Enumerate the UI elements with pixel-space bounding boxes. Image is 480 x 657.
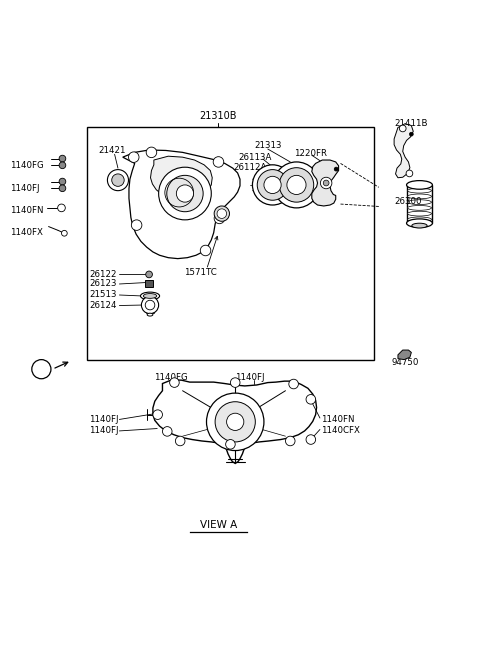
Circle shape bbox=[176, 185, 193, 202]
Circle shape bbox=[286, 436, 295, 445]
Ellipse shape bbox=[408, 206, 432, 210]
Circle shape bbox=[279, 168, 314, 202]
Circle shape bbox=[323, 180, 329, 186]
Circle shape bbox=[132, 220, 142, 231]
Ellipse shape bbox=[407, 181, 432, 189]
Circle shape bbox=[145, 300, 155, 310]
Text: 1140CFX: 1140CFX bbox=[322, 426, 360, 436]
Text: 21513: 21513 bbox=[89, 290, 117, 300]
Text: 26124: 26124 bbox=[89, 301, 117, 310]
Polygon shape bbox=[153, 380, 317, 463]
Circle shape bbox=[58, 204, 65, 212]
Circle shape bbox=[142, 296, 158, 313]
Circle shape bbox=[227, 413, 244, 430]
Circle shape bbox=[321, 177, 332, 189]
Polygon shape bbox=[398, 350, 411, 359]
Ellipse shape bbox=[147, 313, 153, 316]
Ellipse shape bbox=[408, 189, 432, 193]
Circle shape bbox=[146, 147, 157, 158]
Ellipse shape bbox=[141, 292, 159, 300]
Circle shape bbox=[108, 170, 129, 191]
Ellipse shape bbox=[408, 212, 432, 216]
Circle shape bbox=[162, 426, 172, 436]
Text: 26113A: 26113A bbox=[239, 152, 272, 162]
Text: 26123: 26123 bbox=[89, 279, 117, 288]
Text: 1140FJ: 1140FJ bbox=[89, 415, 119, 424]
Ellipse shape bbox=[408, 194, 432, 199]
Circle shape bbox=[146, 271, 153, 278]
Circle shape bbox=[257, 170, 288, 200]
Ellipse shape bbox=[144, 294, 157, 298]
Ellipse shape bbox=[408, 217, 432, 222]
Circle shape bbox=[252, 165, 293, 205]
Bar bbox=[145, 280, 153, 287]
Text: VIEW A: VIEW A bbox=[200, 520, 237, 530]
Ellipse shape bbox=[408, 200, 432, 204]
Text: 1140FG: 1140FG bbox=[10, 161, 44, 170]
Circle shape bbox=[306, 435, 316, 444]
Polygon shape bbox=[394, 124, 413, 178]
Circle shape bbox=[217, 209, 227, 218]
Circle shape bbox=[213, 156, 224, 168]
Text: 94750: 94750 bbox=[391, 359, 419, 367]
Circle shape bbox=[175, 436, 185, 445]
Circle shape bbox=[289, 379, 299, 389]
Polygon shape bbox=[123, 150, 240, 259]
Ellipse shape bbox=[407, 219, 432, 227]
Circle shape bbox=[287, 175, 306, 194]
Text: 1140FX: 1140FX bbox=[10, 228, 43, 237]
Circle shape bbox=[214, 213, 225, 223]
Circle shape bbox=[61, 231, 67, 236]
Text: 26112A: 26112A bbox=[234, 163, 267, 171]
Circle shape bbox=[399, 125, 406, 132]
Circle shape bbox=[264, 176, 281, 194]
Circle shape bbox=[167, 175, 203, 212]
Text: 1140FN: 1140FN bbox=[322, 415, 355, 424]
Text: A: A bbox=[38, 364, 45, 374]
Circle shape bbox=[200, 245, 211, 256]
Bar bbox=[87, 127, 374, 359]
Text: 1140FJ: 1140FJ bbox=[89, 426, 119, 436]
Circle shape bbox=[215, 401, 255, 442]
Circle shape bbox=[59, 178, 66, 185]
Text: 21310B: 21310B bbox=[200, 110, 237, 120]
Text: 21421: 21421 bbox=[99, 146, 126, 155]
Circle shape bbox=[206, 393, 264, 451]
Text: 1140FJ: 1140FJ bbox=[235, 373, 264, 382]
Text: 21411B: 21411B bbox=[394, 119, 428, 128]
Circle shape bbox=[334, 168, 338, 171]
Circle shape bbox=[274, 162, 320, 208]
Ellipse shape bbox=[412, 223, 427, 228]
Text: 1140FG: 1140FG bbox=[154, 373, 188, 382]
Text: 26122: 26122 bbox=[89, 270, 117, 279]
Text: 1140FN: 1140FN bbox=[10, 206, 44, 215]
Circle shape bbox=[112, 174, 124, 187]
Circle shape bbox=[129, 152, 139, 162]
Circle shape bbox=[169, 378, 179, 388]
Text: 26300: 26300 bbox=[394, 197, 421, 206]
Circle shape bbox=[230, 378, 240, 388]
Circle shape bbox=[406, 170, 413, 177]
Circle shape bbox=[214, 206, 229, 221]
Text: 1140FJ: 1140FJ bbox=[10, 184, 40, 193]
Circle shape bbox=[409, 132, 413, 136]
Polygon shape bbox=[312, 160, 338, 206]
Circle shape bbox=[59, 185, 66, 192]
Circle shape bbox=[32, 359, 51, 378]
Circle shape bbox=[226, 440, 235, 449]
Circle shape bbox=[153, 410, 162, 419]
Circle shape bbox=[158, 168, 211, 220]
Circle shape bbox=[59, 155, 66, 162]
Text: 1571TC: 1571TC bbox=[183, 267, 216, 277]
Text: 21313: 21313 bbox=[254, 141, 282, 150]
Text: 1220FR: 1220FR bbox=[294, 149, 326, 158]
Polygon shape bbox=[151, 156, 212, 200]
Circle shape bbox=[306, 395, 316, 404]
Circle shape bbox=[59, 162, 66, 169]
